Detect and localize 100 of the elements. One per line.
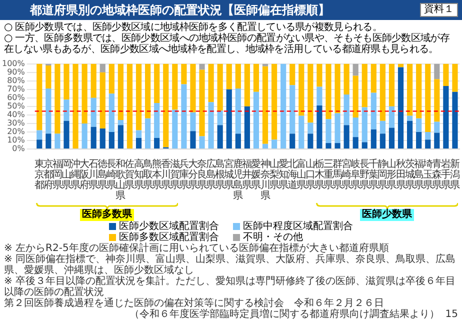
bar <box>36 140 42 148</box>
bar <box>72 64 78 148</box>
bar <box>46 88 52 134</box>
bar <box>362 142 368 148</box>
x-tick-label: 滋賀県 <box>170 158 180 191</box>
y-tick-label: 70% <box>7 84 26 94</box>
x-tick-label: 宮城県 <box>223 158 234 191</box>
bar <box>100 128 106 148</box>
bar <box>244 106 250 148</box>
bar <box>443 64 449 86</box>
bar <box>344 94 350 126</box>
bar <box>434 132 440 148</box>
bar <box>388 128 395 148</box>
x-tick-label: 北海道 <box>287 158 298 191</box>
x-tick-label: 神奈川県 <box>260 158 270 202</box>
text: 15 <box>445 309 458 320</box>
bar <box>334 64 340 114</box>
bar <box>388 64 395 106</box>
bar <box>163 64 169 148</box>
bar <box>434 122 440 133</box>
bar <box>181 84 187 148</box>
bar <box>190 131 196 148</box>
x-tick-label: 山形県 <box>386 158 397 191</box>
bar <box>352 117 358 138</box>
x-tick-label: 京都府 <box>43 158 54 191</box>
bar <box>126 64 133 148</box>
bar <box>308 64 314 123</box>
bar <box>118 120 124 126</box>
x-tick-label: 大阪府 <box>80 158 90 191</box>
bar <box>199 136 205 148</box>
x-tick-label: 兵庫県 <box>178 158 189 191</box>
x-tick-label: 静岡県 <box>378 158 388 191</box>
bar <box>199 70 205 136</box>
bar <box>36 130 42 140</box>
bar <box>82 123 88 148</box>
text: ※ 同医師偏在指標で、神奈川県、富山県、山梨県、滋賀県、大阪府、兵庫県、奈良県、鳥取県、広島県、愛媛県、沖縄県は、医師少数区域なし <box>4 254 457 276</box>
text: 第２回医師養成過程を通じた医師の偏在対策等に関する検討会 <box>4 298 284 309</box>
x-tick-label: 石川県 <box>88 158 99 191</box>
y-tick-label: 90% <box>7 67 26 76</box>
x-tick-label: 富山県 <box>296 158 306 191</box>
x-tick-label: 広島県 <box>206 158 216 191</box>
bar <box>108 132 114 148</box>
x-tick-label: 青森県 <box>432 158 442 191</box>
bar <box>380 120 386 134</box>
bar <box>425 64 431 132</box>
bar <box>136 130 142 138</box>
x-tick-label: 秋田県 <box>396 158 406 191</box>
bar <box>443 86 449 148</box>
x-tick-label: 熊本県 <box>152 158 162 191</box>
bar <box>154 138 160 148</box>
bar <box>118 125 124 148</box>
bar <box>190 112 196 132</box>
bar <box>46 66 52 89</box>
bar <box>253 64 260 92</box>
bar <box>262 64 268 66</box>
bar <box>100 64 106 72</box>
bar <box>308 134 314 148</box>
bar <box>82 64 88 124</box>
bar <box>217 125 223 148</box>
bar <box>208 64 214 102</box>
x-tick-label: 香川県 <box>160 158 171 191</box>
bar <box>199 64 205 70</box>
bar <box>425 140 431 148</box>
bar <box>64 100 70 121</box>
x-tick-label: 岐阜県 <box>350 158 361 191</box>
chart-title: 都道府県別の地域枠医師の配置状況【医師偏在指標順】 <box>30 2 330 18</box>
bar <box>253 92 260 148</box>
text: 令和６年２月２６日 <box>294 298 384 309</box>
bar <box>235 134 241 148</box>
bar <box>36 64 42 130</box>
bar <box>398 67 404 148</box>
y-tick-label: 100% <box>2 58 26 68</box>
bar <box>108 94 114 132</box>
bar <box>217 110 223 126</box>
bar <box>108 64 114 94</box>
bar <box>362 107 368 142</box>
x-tick-label: 福岡県 <box>52 158 62 191</box>
text: ○ 医師少数県では、医師少数区域に地域枠医師を多く配置している県が複数見られる。 <box>4 22 383 33</box>
bar <box>425 132 431 140</box>
bar <box>452 92 458 148</box>
bar <box>190 64 196 112</box>
bar <box>262 144 268 148</box>
legend-label: 医師多数区域配置割合 <box>119 232 219 243</box>
bar <box>271 140 278 148</box>
bar <box>370 129 376 148</box>
bar <box>217 64 223 111</box>
bar <box>407 64 413 116</box>
legend-label: 不明・その他 <box>243 232 303 243</box>
bar <box>362 64 368 108</box>
text: （令和６年度医学部臨時定員増に関する都道府県向け調査結果より） <box>129 309 440 320</box>
bar <box>434 79 440 122</box>
x-tick-label: 山梨県 <box>269 158 280 191</box>
legend-label: 医師少数区域配置割合 <box>119 221 219 232</box>
bar <box>334 143 340 148</box>
bar <box>298 116 304 148</box>
text: 資料１ <box>420 3 458 17</box>
bar <box>352 76 358 118</box>
bar <box>316 64 322 87</box>
bar <box>290 134 296 148</box>
bar <box>54 64 60 134</box>
